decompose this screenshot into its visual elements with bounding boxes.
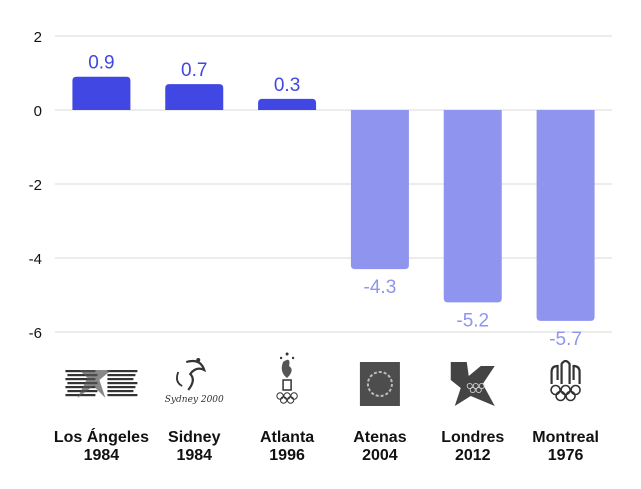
y-tick-label: 0 — [34, 103, 42, 120]
sydney-2000-logo: Sydney 2000 — [165, 358, 224, 405]
data-label: -5.7 — [549, 329, 582, 350]
logos: Sydney 2000 — [65, 352, 581, 406]
atlanta-1996-logo — [276, 352, 298, 404]
y-tick-label: 2 — [34, 29, 42, 46]
category-labels: Los Ángeles1984Sidney1984Atlanta1996Aten… — [54, 427, 599, 464]
bar — [443, 110, 502, 303]
gridlines: 2 0 -2 -4 -6 — [29, 29, 612, 342]
category-label: Atenas — [353, 429, 406, 446]
los-angeles-1984-logo — [65, 370, 138, 398]
bar — [165, 84, 224, 110]
y-tick-label: -6 — [29, 325, 42, 342]
category-year-label: 1984 — [176, 447, 212, 464]
montreal-1976-logo — [550, 359, 581, 402]
category-label: Londres — [441, 429, 504, 446]
bars — [72, 76, 595, 321]
data-label: 0.7 — [181, 60, 207, 81]
data-label: 0.9 — [88, 53, 114, 74]
category-year-label: 2012 — [455, 447, 491, 464]
data-label: 0.3 — [274, 75, 300, 96]
bar — [350, 110, 409, 270]
category-year-label: 1984 — [84, 447, 120, 464]
data-labels: 0.9 0.7 0.3 -4.3 -5.2 -5.7 — [88, 53, 582, 350]
category-label: Sidney — [168, 429, 221, 446]
svg-text:Sydney 2000: Sydney 2000 — [165, 395, 224, 405]
data-label: -4.3 — [364, 277, 397, 298]
category-label: Los Ángeles — [54, 427, 149, 446]
y-tick-label: -2 — [29, 177, 42, 194]
category-label: Montreal — [532, 429, 599, 446]
category-label: Atlanta — [260, 429, 314, 446]
london-2012-logo — [450, 362, 495, 406]
bar — [258, 98, 317, 110]
bar — [72, 76, 131, 110]
category-year-label: 1996 — [269, 447, 305, 464]
category-year-label: 2004 — [362, 447, 398, 464]
data-label: -5.2 — [456, 310, 489, 331]
athens-2004-logo — [359, 362, 400, 406]
bar — [536, 110, 595, 321]
y-tick-label: -4 — [29, 251, 42, 268]
category-year-label: 1976 — [548, 447, 584, 464]
